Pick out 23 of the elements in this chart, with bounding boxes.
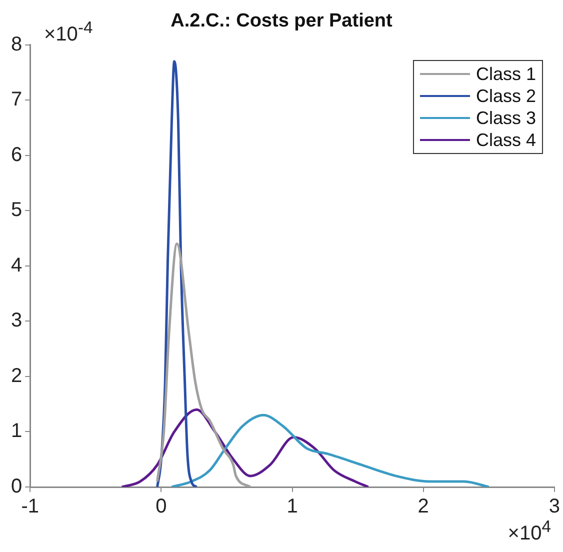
line-series [156, 242, 252, 487]
legend-label: Class 3 [476, 107, 536, 129]
line-series [170, 414, 490, 487]
legend-label: Class 1 [476, 63, 536, 85]
y-tick-label: 2 [11, 364, 22, 387]
chart-title: A.2.C.: Costs per Patient [170, 10, 394, 32]
x-tick-label: 0 [156, 496, 167, 518]
y-tick-label: 5 [11, 199, 22, 222]
y-tick-label: 7 [11, 88, 22, 111]
y-tick-label: 3 [11, 310, 22, 332]
x-tick-label: 1 [286, 496, 298, 518]
legend-label: Class 2 [476, 85, 536, 107]
text: ×10$^{4}$ [508, 517, 551, 546]
legend-label: Class 4 [476, 129, 536, 151]
annotation: ×10$^{-4}$ [44, 18, 93, 47]
y-tick-label: 0 [11, 476, 22, 498]
y-tick-label: 1 [11, 420, 22, 442]
y-tick-label: 6 [11, 144, 22, 166]
y-tick-label: 4 [11, 254, 22, 276]
y-tick-label: 8 [11, 33, 22, 56]
x-tick-label: 2 [418, 496, 429, 518]
x-tick-label: 3 [548, 496, 560, 518]
x-tick-label: -1 [21, 496, 40, 518]
